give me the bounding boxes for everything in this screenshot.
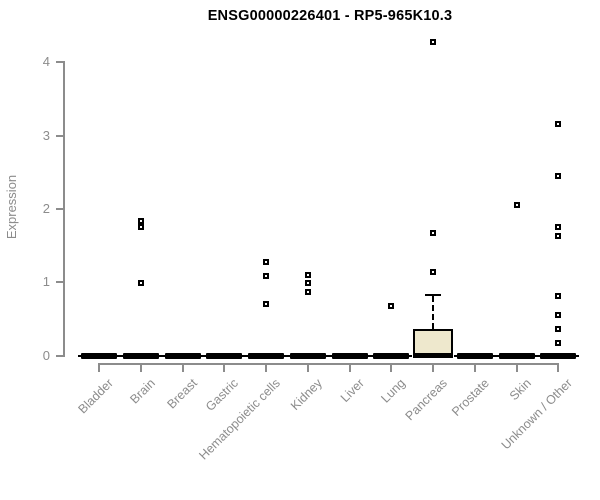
- y-tick-mark: [56, 134, 63, 137]
- boxplot-box: [413, 328, 453, 358]
- outlier-point: [430, 39, 436, 46]
- outlier-point: [137, 223, 144, 230]
- y-tick-label: 4: [42, 54, 50, 70]
- zero-boxplot-bar: [245, 352, 287, 359]
- zero-boxplot-bar: [370, 352, 413, 359]
- y-tick-label: 2: [42, 200, 50, 216]
- outlier-point: [555, 223, 562, 230]
- outlier-point: [555, 172, 562, 179]
- outlier-point: [304, 288, 311, 295]
- outlier-point: [304, 271, 311, 278]
- zero-boxplot-bar: [78, 352, 120, 359]
- outlier-point: [430, 269, 436, 276]
- outlier-point: [555, 293, 562, 300]
- outlier-point: [430, 230, 436, 237]
- outlier-point: [137, 280, 144, 287]
- x-tick-mark: [515, 365, 518, 372]
- zero-boxplot-bar: [203, 352, 246, 359]
- x-tick-mark: [348, 365, 351, 372]
- outlier-point: [263, 300, 269, 307]
- x-tick-mark: [181, 365, 184, 372]
- outlier-point: [555, 312, 562, 319]
- outlier-point: [555, 233, 562, 240]
- outlier-point: [304, 280, 311, 287]
- outlier-point: [263, 272, 269, 279]
- zero-boxplot-bar: [161, 352, 204, 359]
- whisker-cap: [425, 293, 441, 296]
- y-tick-mark: [56, 61, 63, 64]
- x-tick-mark: [98, 365, 100, 372]
- y-tick-label: 0: [42, 347, 50, 363]
- y-tick-label: 1: [42, 274, 50, 290]
- x-tick-mark: [306, 365, 309, 372]
- zero-boxplot-bar: [328, 352, 371, 359]
- whisker-line: [432, 295, 434, 329]
- x-tick-mark: [473, 365, 476, 372]
- y-tick-mark: [56, 281, 63, 284]
- outlier-point: [263, 258, 269, 265]
- x-tick-mark: [139, 365, 142, 372]
- x-tick-mark: [265, 365, 267, 372]
- outlier-point: [555, 326, 562, 333]
- y-axis-line: [63, 61, 65, 357]
- y-tick-mark: [56, 354, 63, 357]
- zero-boxplot-bar: [453, 352, 496, 359]
- y-tick-mark: [56, 207, 63, 210]
- outlier-point: [388, 302, 395, 309]
- y-tick-label: 3: [42, 127, 50, 143]
- zero-boxplot-bar: [495, 352, 538, 359]
- x-tick-mark: [390, 365, 393, 372]
- x-tick-mark: [557, 365, 560, 372]
- outlier-point: [513, 202, 520, 209]
- zero-boxplot-bar: [119, 352, 162, 359]
- zero-boxplot-bar: [537, 352, 580, 359]
- chart-title: ENSG00000226401 - RP5-965K10.3: [207, 8, 453, 24]
- outlier-point: [555, 340, 562, 347]
- zero-boxplot-bar: [286, 352, 329, 359]
- x-axis-line: [98, 363, 559, 365]
- y-axis-label: Expression: [4, 174, 19, 240]
- x-tick-mark: [223, 365, 226, 372]
- outlier-point: [555, 120, 562, 127]
- x-tick-mark: [432, 365, 434, 372]
- outlier-point: [137, 217, 144, 224]
